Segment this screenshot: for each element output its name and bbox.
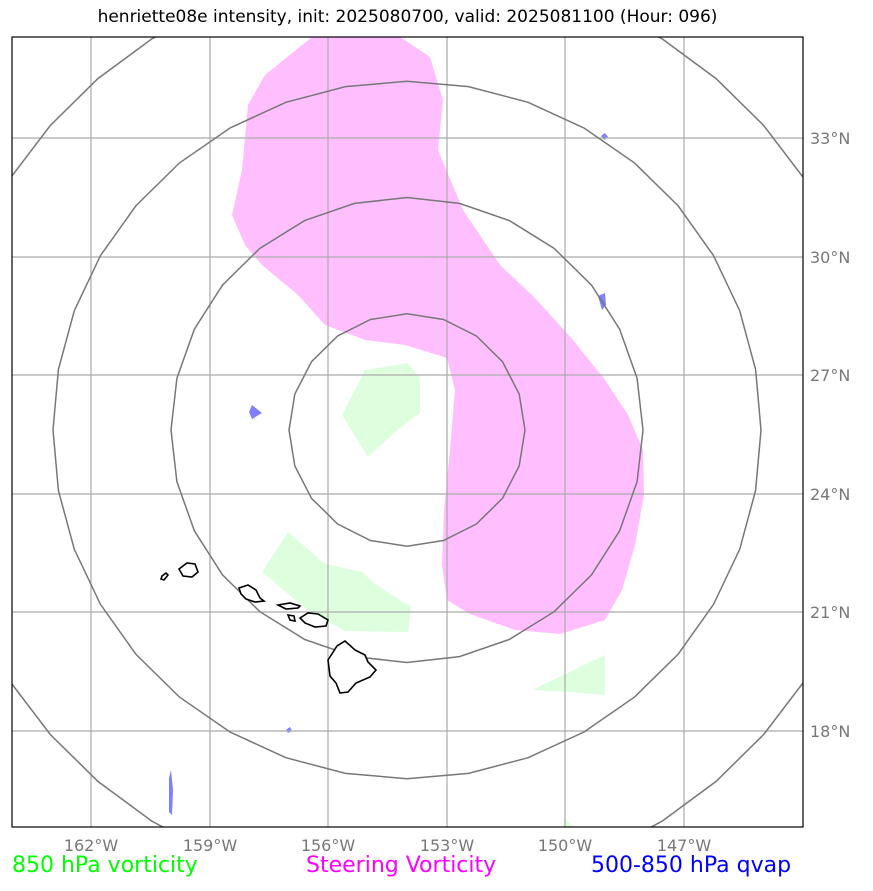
map-frame	[11, 36, 804, 828]
steering-vorticity-area	[232, 37, 644, 634]
qvap-area-west	[249, 405, 262, 419]
lon-label-150w: 150°W	[538, 836, 593, 855]
island-molokai	[275, 602, 302, 610]
lat-label-21n: 21°N	[810, 603, 850, 622]
map-title: henriette08e intensity, init: 2025080700…	[97, 7, 718, 27]
vorticity-area-bottom	[563, 818, 575, 827]
vorticity-area-center	[342, 363, 420, 457]
legend-qvap: 500-850 hPa qvap	[591, 853, 792, 878]
island-maui	[298, 612, 329, 628]
longitude-labels: 162°W 159°W 156°W 153°W 150°W 147°W	[64, 836, 712, 855]
range-ring-3	[52, 80, 762, 780]
lon-label-147w: 147°W	[657, 836, 712, 855]
coastlines	[159, 562, 378, 694]
legend-steering-vorticity: Steering Vorticity	[306, 853, 497, 878]
latitude-labels: 33°N 30°N 27°N 24°N 21°N 18°N	[810, 129, 850, 741]
lat-label-18n: 18°N	[810, 722, 850, 741]
island-oahu	[237, 584, 267, 603]
range-ring-1	[288, 313, 526, 547]
lon-label-162w: 162°W	[64, 836, 119, 855]
vorticity-area-south	[262, 532, 411, 632]
gridlines	[12, 37, 803, 827]
lon-label-159w: 159°W	[183, 836, 238, 855]
vorticity-area-southeast	[532, 655, 605, 695]
lat-label-24n: 24°N	[810, 485, 850, 504]
range-ring-2	[170, 196, 644, 664]
legend-850hpa-vorticity: 850 hPa vorticity	[12, 853, 198, 878]
lat-label-33n: 33°N	[810, 129, 850, 148]
qvap-area-bottom-left	[169, 770, 173, 815]
island-niihau	[159, 571, 170, 581]
lat-label-30n: 30°N	[810, 248, 850, 267]
island-kauai	[177, 562, 199, 578]
island-hawaii	[327, 640, 378, 694]
lon-label-156w: 156°W	[301, 836, 356, 855]
lon-label-153w: 153°W	[420, 836, 475, 855]
island-lanai	[286, 613, 297, 623]
lat-label-27n: 27°N	[810, 366, 850, 385]
